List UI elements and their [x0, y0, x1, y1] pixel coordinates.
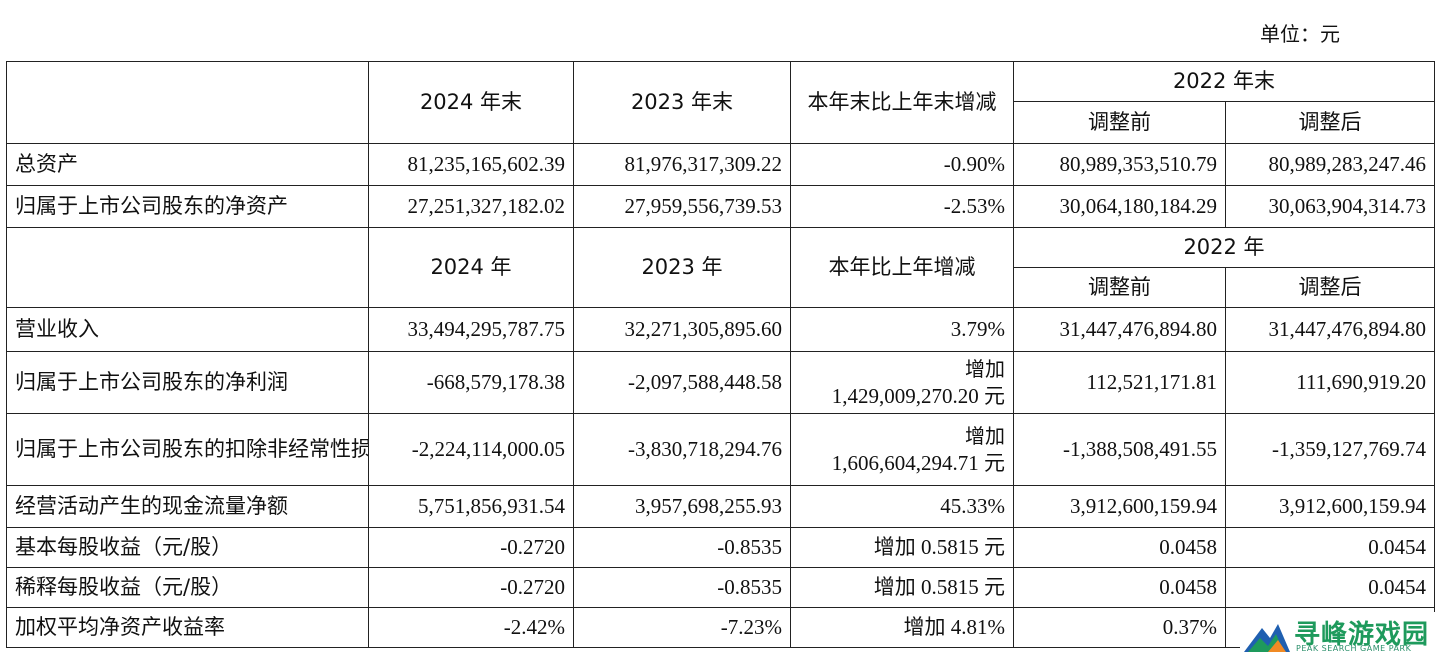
change-line1: 增加	[965, 423, 1005, 448]
value-before: 0.0458	[1013, 527, 1226, 568]
watermark-logo: 寻峰游戏园 PEAK SEARCH GAME PARK	[1240, 612, 1436, 658]
value-2024: -2,224,114,000.05	[368, 413, 574, 486]
watermark-subtitle: PEAK SEARCH GAME PARK	[1296, 644, 1412, 653]
value-after: 30,063,904,314.73	[1225, 185, 1435, 228]
col-2022-end: 2022 年末	[1013, 61, 1435, 102]
value-change: -0.90%	[790, 143, 1014, 186]
value-after: -1,359,127,769.74	[1225, 413, 1435, 486]
table-row: 归属于上市公司股东的扣除非经常性损益的净利润 -2,224,114,000.05…	[6, 413, 1435, 486]
col-2024-end: 2024 年末	[368, 61, 574, 144]
section2-header-row: 2024 年 2023 年 本年比上年增减 2022 年	[6, 227, 1435, 308]
change-line2: 1,606,604,294.71 元	[831, 450, 1005, 475]
row-label: 加权平均净资产收益率	[6, 607, 369, 648]
value-after: 31,447,476,894.80	[1225, 307, 1435, 352]
col-2024: 2024 年	[368, 227, 574, 308]
value-2024: 81,235,165,602.39	[368, 143, 574, 186]
value-change: 增加 1,606,604,294.71 元	[790, 413, 1014, 486]
value-after: 3,912,600,159.94	[1225, 485, 1435, 528]
col-after-adjust: 调整后	[1225, 101, 1435, 144]
col-2022: 2022 年	[1013, 227, 1435, 268]
row-label: 归属于上市公司股东的净利润	[6, 351, 369, 414]
table-row: 总资产 81,235,165,602.39 81,976,317,309.22 …	[6, 143, 1435, 186]
value-after: 80,989,283,247.46	[1225, 143, 1435, 186]
financial-table: 2024 年末 2023 年末 本年末比上年末增减 2022 年末 调整前 调整…	[6, 61, 1435, 648]
value-2024: -2.42%	[368, 607, 574, 648]
value-2024: -0.2720	[368, 567, 574, 608]
row-label: 总资产	[6, 143, 369, 186]
row-label: 归属于上市公司股东的净资产	[6, 185, 369, 228]
value-before: 30,064,180,184.29	[1013, 185, 1226, 228]
mountain-logo-icon	[1244, 624, 1290, 652]
value-after: 111,690,919.20	[1225, 351, 1435, 414]
row-label: 稀释每股收益（元/股）	[6, 567, 369, 608]
value-change: 增加 4.81%	[790, 607, 1014, 648]
value-change: 增加 0.5815 元	[790, 527, 1014, 568]
watermark-title: 寻峰游戏园	[1294, 620, 1430, 650]
unit-label: 单位：元	[1260, 22, 1340, 46]
col-before-adjust: 调整前	[1013, 101, 1226, 144]
header-blank-cell	[6, 227, 369, 308]
value-2023: -0.8535	[573, 527, 791, 568]
table-row: 基本每股收益（元/股） -0.2720 -0.8535 增加 0.5815 元 …	[6, 527, 1435, 568]
value-2023: -2,097,588,448.58	[573, 351, 791, 414]
value-before: 80,989,353,510.79	[1013, 143, 1226, 186]
change-line1: 增加	[965, 356, 1005, 381]
value-before: 0.0458	[1013, 567, 1226, 608]
value-2023: 81,976,317,309.22	[573, 143, 791, 186]
row-label: 基本每股收益（元/股）	[6, 527, 369, 568]
value-before: 31,447,476,894.80	[1013, 307, 1226, 352]
col-2023-end: 2023 年末	[573, 61, 791, 144]
table-row: 经营活动产生的现金流量净额 5,751,856,931.54 3,957,698…	[6, 485, 1435, 528]
col-2023: 2023 年	[573, 227, 791, 308]
value-2023: -0.8535	[573, 567, 791, 608]
section1-header-row: 2024 年末 2023 年末 本年末比上年末增减 2022 年末	[6, 61, 1435, 144]
value-before: 0.37%	[1013, 607, 1226, 648]
value-change: 增加 0.5815 元	[790, 567, 1014, 608]
table-row: 归属于上市公司股东的净利润 -668,579,178.38 -2,097,588…	[6, 351, 1435, 414]
change-line2: 1,429,009,270.20 元	[831, 383, 1005, 408]
value-2023: -7.23%	[573, 607, 791, 648]
value-after: 0.0454	[1225, 527, 1435, 568]
row-label: 经营活动产生的现金流量净额	[6, 485, 369, 528]
col-before-adjust: 调整前	[1013, 267, 1226, 308]
table-row: 加权平均净资产收益率 -2.42% -7.23% 增加 4.81% 0.37%	[6, 607, 1435, 648]
table-row: 稀释每股收益（元/股） -0.2720 -0.8535 增加 0.5815 元 …	[6, 567, 1435, 608]
value-after: 0.0454	[1225, 567, 1435, 608]
value-2024: -0.2720	[368, 527, 574, 568]
value-before: -1,388,508,491.55	[1013, 413, 1226, 486]
table-row: 归属于上市公司股东的净资产 27,251,327,182.02 27,959,5…	[6, 185, 1435, 228]
value-2023: 27,959,556,739.53	[573, 185, 791, 228]
header-blank-cell	[6, 61, 369, 144]
value-before: 3,912,600,159.94	[1013, 485, 1226, 528]
value-2024: 33,494,295,787.75	[368, 307, 574, 352]
value-2024: 5,751,856,931.54	[368, 485, 574, 528]
section1-subheader-row: 调整前 调整后	[7, 101, 1435, 144]
value-2024: -668,579,178.38	[368, 351, 574, 414]
value-change: -2.53%	[790, 185, 1014, 228]
value-before: 112,521,171.81	[1013, 351, 1226, 414]
row-label: 归属于上市公司股东的扣除非经常性损益的净利润	[6, 413, 369, 486]
value-2023: 3,957,698,255.93	[573, 485, 791, 528]
value-change: 增加 1,429,009,270.20 元	[790, 351, 1014, 414]
value-change: 45.33%	[790, 485, 1014, 528]
value-change: 3.79%	[790, 307, 1014, 352]
value-2024: 27,251,327,182.02	[368, 185, 574, 228]
table-row: 营业收入 33,494,295,787.75 32,271,305,895.60…	[6, 307, 1435, 352]
value-2023: -3,830,718,294.76	[573, 413, 791, 486]
value-2023: 32,271,305,895.60	[573, 307, 791, 352]
col-change: 本年比上年增减	[790, 227, 1014, 308]
col-after-adjust: 调整后	[1225, 267, 1435, 308]
row-label: 营业收入	[6, 307, 369, 352]
col-change-end: 本年末比上年末增减	[790, 61, 1014, 144]
